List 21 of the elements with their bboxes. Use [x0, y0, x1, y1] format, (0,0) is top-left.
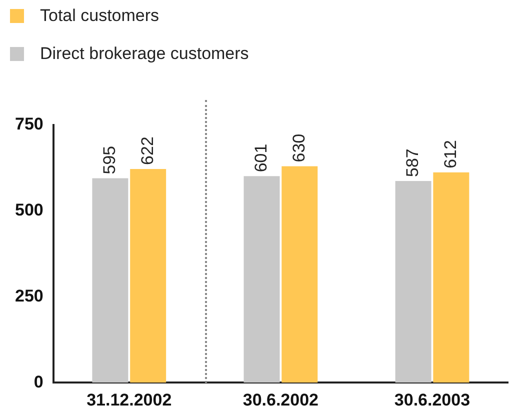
bar: [92, 178, 128, 383]
bar: [244, 176, 280, 383]
y-tick-label: 250: [14, 286, 44, 306]
legend-label: Total customers: [40, 6, 160, 26]
y-tick-label: 500: [14, 200, 44, 220]
data-label: 587: [402, 148, 422, 177]
data-label: 622: [138, 136, 157, 165]
y-tick-label: 0: [34, 372, 44, 392]
bar: [130, 168, 166, 383]
x-tick-label: 31.12.2002: [86, 390, 172, 410]
data-label: 612: [440, 140, 460, 168]
data-label: 601: [251, 144, 270, 172]
x-tick-label: 30.6.2003: [394, 390, 470, 410]
bar: [395, 180, 432, 383]
bar: [282, 166, 318, 383]
y-tick-label: 750: [14, 114, 44, 134]
legend-label: Direct brokerage customers: [40, 44, 249, 64]
data-label: 595: [100, 146, 119, 174]
bar: [433, 172, 470, 383]
data-label: 630: [289, 134, 308, 162]
x-tick-label: 30.6.2002: [242, 390, 318, 410]
